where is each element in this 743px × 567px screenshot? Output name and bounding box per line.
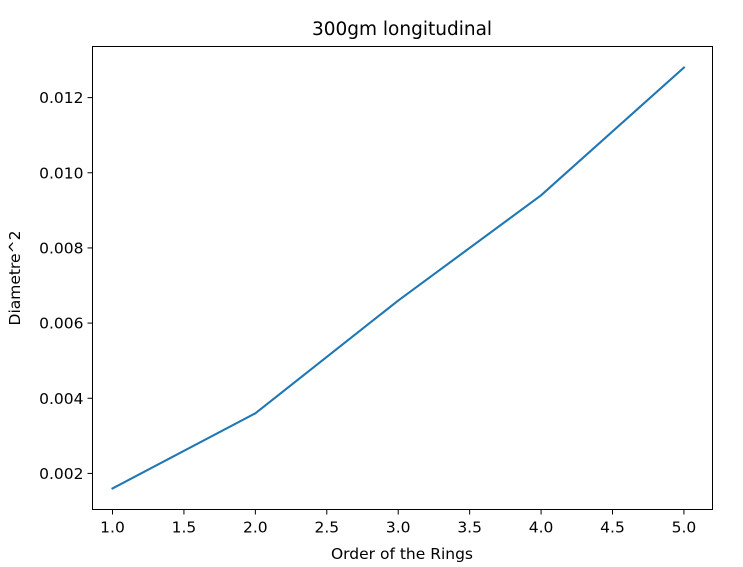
y-tick-label: 0.004 [39,390,83,408]
y-tick-label: 0.006 [39,315,83,333]
y-tick-label: 0.002 [39,465,83,483]
y-axis: 0.002 0.004 0.006 0.008 0.010 0.012 [39,89,93,483]
y-tick-label: 0.012 [39,89,83,107]
x-axis: 1.0 1.5 2.0 2.5 3.0 3.5 4.0 4.5 5.0 [100,509,697,537]
x-tick-label: 1.5 [172,519,197,537]
series-line-1 [111,66,686,490]
plot-area [92,46,713,510]
x-tick-label: 3.5 [457,519,482,537]
x-tick-label: 2.0 [243,519,268,537]
x-tick-label: 5.0 [672,519,697,537]
series-layer [111,66,686,490]
x-axis-label: Order of the Rings [331,545,473,563]
chart-title: 300gm longitudinal [312,19,492,40]
x-tick-label: 1.0 [100,519,125,537]
x-tick-label: 2.5 [314,519,339,537]
plot-frame [92,46,713,510]
y-tick-label: 0.008 [39,239,83,257]
y-tick-label: 0.010 [39,164,83,182]
x-tick-label: 4.0 [529,519,554,537]
x-tick-label: 4.5 [600,519,625,537]
x-tick-label: 3.0 [386,519,411,537]
y-axis-label: Diametre^2 [6,231,24,326]
